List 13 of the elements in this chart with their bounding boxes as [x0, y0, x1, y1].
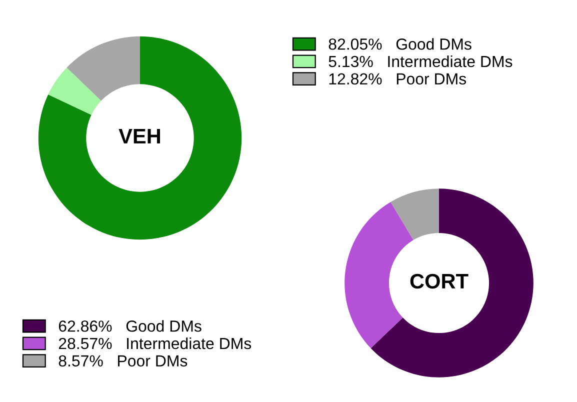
legend-label: 28.57% Intermediate DMs [58, 337, 252, 350]
legend-label: 5.13% Intermediate DMs [328, 55, 512, 68]
text: VEH [118, 129, 160, 144]
text: CORT [410, 274, 468, 289]
donut-slice [370, 188, 534, 378]
legend-label: 12.82% Poor DMs [329, 73, 466, 85]
legend-label: 62.86% Good DMs [58, 320, 202, 332]
donut-slice [38, 36, 242, 240]
donut-slice [390, 188, 439, 240]
legend-label: 8.57% Poor DMs [58, 355, 188, 367]
donut-slice [66, 36, 140, 101]
donut-slice [48, 68, 102, 115]
legend-label: 82.05% Good DMs [328, 38, 472, 50]
